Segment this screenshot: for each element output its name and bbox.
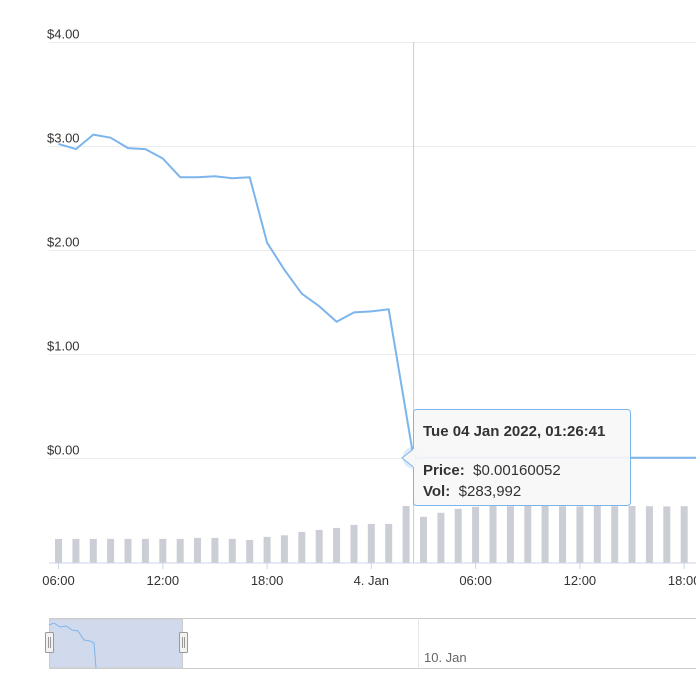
volume-bar	[315, 529, 323, 563]
volume-bar	[628, 506, 636, 563]
volume-bar	[576, 506, 584, 563]
y-tick-label: $1.00	[47, 339, 80, 354]
volume-bar	[159, 538, 167, 563]
volume-bar	[89, 538, 97, 563]
volume-bar	[559, 506, 566, 563]
navigator-selected-range[interactable]	[49, 618, 183, 669]
volume-bar	[506, 506, 514, 563]
x-tick-label: 18:00	[251, 573, 284, 588]
tooltip-price-label: Price:	[423, 462, 465, 479]
volume-bar	[541, 506, 549, 563]
volume-bar	[593, 506, 601, 563]
navigator[interactable]: 10. Jan	[45, 618, 696, 669]
volume-bar	[385, 523, 393, 563]
tooltip-price-value: $0.00160052	[473, 462, 561, 479]
volume-bar	[141, 538, 149, 563]
volume-bar	[680, 506, 688, 563]
volume-bar	[298, 531, 306, 563]
y-tick-label: $0.00	[47, 443, 80, 458]
volume-bar	[472, 506, 480, 563]
volume-bar	[645, 506, 653, 563]
volume-bar	[402, 506, 410, 563]
navigator-date-label: 10. Jan	[424, 650, 467, 665]
volume-bar	[55, 538, 62, 563]
volume-bar	[524, 506, 532, 563]
volume-bar	[194, 537, 201, 563]
volume-bar	[228, 538, 236, 563]
volume-bar	[246, 539, 254, 563]
volume-bar	[72, 538, 80, 563]
volume-bar	[663, 506, 671, 563]
x-tick-label: 06:00	[42, 573, 75, 588]
volume-bar	[420, 516, 427, 563]
volume-bar	[333, 527, 341, 563]
volume-bar	[124, 538, 132, 563]
tooltip: Tue 04 Jan 2022, 01:26:41 Price: $0.0016…	[401, 409, 631, 506]
volume-bar	[489, 505, 497, 563]
tooltip-title: Tue 04 Jan 2022, 01:26:41	[423, 423, 605, 440]
volume-bar	[176, 538, 184, 563]
x-tick-label: 12:00	[564, 573, 597, 588]
x-tick-label: 06:00	[459, 573, 492, 588]
volume-bar	[263, 536, 271, 563]
x-axis: 06:00 12:00 18:00 4. Jan 06:00 12:00 18:00	[42, 563, 696, 588]
volume-bar	[611, 506, 619, 563]
volume-series	[55, 505, 688, 563]
x-tick-label: 12:00	[147, 573, 180, 588]
navigator-series-line	[48, 622, 97, 669]
svg-text:Price: $0.00160052: Price: $0.00160052	[423, 462, 561, 479]
y-tick-label: $2.00	[47, 235, 80, 250]
navigator-frame	[49, 618, 696, 669]
volume-bar	[454, 508, 462, 563]
volume-bar	[280, 535, 288, 563]
y-axis-labels: $4.00 $3.00 $2.00 $1.00 $0.00	[47, 27, 80, 458]
tooltip-vol-label: Vol:	[423, 483, 450, 500]
navigator-left-handle[interactable]	[45, 632, 54, 653]
y-tick-label: $4.00	[47, 27, 80, 42]
tooltip-vol-value: $283,992	[459, 483, 522, 500]
x-tick-label: 18:00	[668, 573, 696, 588]
volume-bar	[437, 512, 445, 563]
navigator-right-handle[interactable]	[179, 632, 188, 653]
y-tick-label: $3.00	[47, 131, 80, 146]
tooltip-pointer	[401, 448, 414, 468]
volume-bar	[211, 537, 219, 563]
volume-bar	[350, 524, 358, 563]
grid-lines	[49, 42, 696, 459]
x-tick-label: 4. Jan	[354, 573, 389, 588]
svg-text:Vol: $283,992: Vol: $283,992	[423, 483, 521, 500]
volume-bar	[367, 523, 375, 563]
volume-bar	[107, 538, 115, 563]
